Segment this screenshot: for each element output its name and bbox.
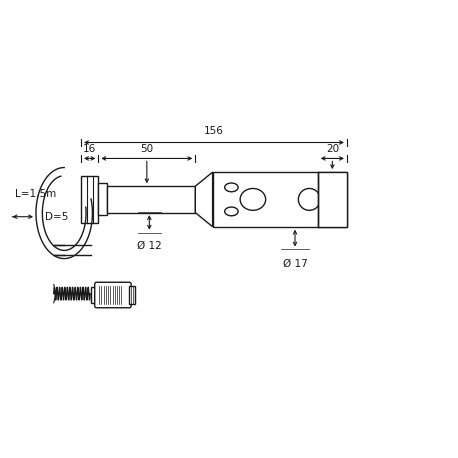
FancyBboxPatch shape	[95, 282, 131, 308]
Text: 156: 156	[204, 126, 224, 136]
Text: D=5: D=5	[44, 212, 68, 222]
Bar	[107, 186, 195, 213]
Text: Ø 12: Ø 12	[137, 241, 162, 251]
Ellipse shape	[225, 183, 238, 192]
Text: Ø 17: Ø 17	[283, 259, 307, 268]
Text: 16: 16	[83, 144, 96, 154]
Text: L=1.5m: L=1.5m	[15, 189, 56, 199]
Text: 20: 20	[326, 144, 339, 154]
Polygon shape	[195, 172, 213, 227]
Circle shape	[298, 189, 320, 210]
Bar	[98, 184, 107, 215]
Bar	[318, 172, 347, 227]
Ellipse shape	[240, 189, 266, 210]
Text: 50: 50	[140, 144, 153, 154]
Bar	[129, 286, 135, 304]
Bar	[81, 175, 98, 224]
Ellipse shape	[225, 207, 238, 216]
Bar	[213, 172, 347, 227]
Bar	[91, 287, 97, 303]
